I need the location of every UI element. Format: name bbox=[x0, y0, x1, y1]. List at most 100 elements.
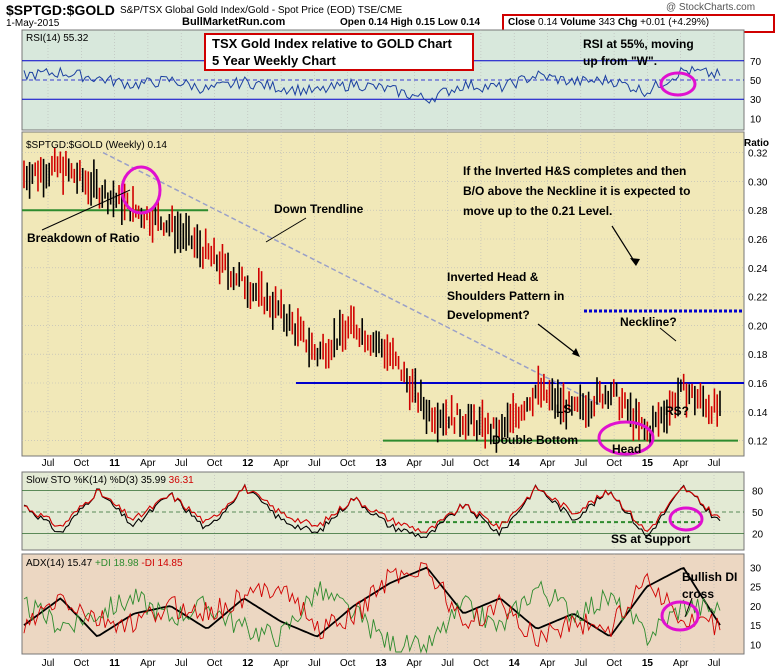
x-tick-label: Jul bbox=[708, 658, 721, 669]
symbol-description: S&P/TSX Global Gold Index/Gold - Spot Pr… bbox=[120, 5, 403, 16]
x-tick-label: Jul bbox=[708, 458, 721, 469]
minus-di-line bbox=[23, 562, 721, 648]
adx-line bbox=[23, 566, 721, 638]
price-label: $SPTGD:$GOLD (Weekly) 0.14 bbox=[26, 140, 167, 151]
x-tick-label: Jul bbox=[441, 658, 454, 669]
price-tick-label: 0.28 bbox=[748, 206, 768, 217]
price-tick-label: 0.12 bbox=[748, 437, 768, 448]
adx-label: ADX(14) 15.47 +DI 18.98 -DI 14.85 bbox=[26, 558, 183, 569]
x-tick-label: Oct bbox=[74, 458, 90, 469]
symbol-title: $SPTGD:$GOLD bbox=[6, 2, 115, 18]
x-tick-label: Jul bbox=[308, 658, 321, 669]
x-tick-label: Jul bbox=[42, 658, 55, 669]
ratio-axis-title: Ratio bbox=[744, 138, 769, 149]
plus-di-line bbox=[23, 580, 721, 654]
breakdown-note: Breakdown of Ratio bbox=[27, 231, 140, 245]
x-tick-label: 12 bbox=[242, 658, 254, 669]
adx-tick-label: 30 bbox=[750, 564, 762, 575]
x-tick-label: 11 bbox=[109, 458, 120, 469]
ss-support-label: SS at Support bbox=[611, 532, 691, 546]
x-tick-label: Apr bbox=[673, 458, 689, 469]
x-tick-label: Oct bbox=[473, 658, 489, 669]
x-tick-label: Apr bbox=[407, 458, 423, 469]
double-bottom-label: Double Bottom bbox=[492, 433, 578, 447]
rs-label: RS? bbox=[665, 404, 689, 418]
price-tick-label: 0.32 bbox=[748, 149, 768, 160]
close-label: Close bbox=[508, 17, 536, 28]
x-tick-label: Oct bbox=[606, 458, 622, 469]
ohl-values: Open 0.14 High 0.15 Low 0.14 bbox=[340, 17, 481, 28]
rsi-line bbox=[23, 65, 721, 104]
neckline-arrow-head bbox=[572, 348, 580, 357]
price-tick-label: 0.20 bbox=[748, 321, 768, 332]
bullish-di-label: Bullish DI cross bbox=[682, 570, 738, 601]
x-tick-label: 14 bbox=[509, 658, 521, 669]
target-note: If the Inverted H&S completes and then B… bbox=[463, 164, 691, 218]
x-tick-label: Apr bbox=[273, 658, 289, 669]
price-tick-label: 0.16 bbox=[748, 379, 768, 390]
ls-label: LS bbox=[556, 402, 572, 416]
down-trendline-note: Down Trendline bbox=[274, 202, 364, 216]
rsi-tick-label: 50 bbox=[750, 76, 762, 87]
breakdown-circle bbox=[120, 165, 162, 215]
x-tick-label: Jul bbox=[175, 658, 188, 669]
title-box: TSX Gold Index relative to GOLD Chart 5 … bbox=[204, 33, 474, 71]
x-tick-label: Oct bbox=[207, 658, 223, 669]
adx-tick-label: 20 bbox=[750, 602, 762, 613]
price-tick-label: 0.30 bbox=[748, 177, 768, 188]
adx-tick-label: 25 bbox=[750, 583, 762, 594]
x-tick-label: Oct bbox=[606, 658, 622, 669]
x-tick-label: Apr bbox=[673, 658, 689, 669]
x-tick-label: 15 bbox=[642, 458, 654, 469]
adx-tick-label: 10 bbox=[750, 640, 762, 651]
chg-label: Chg bbox=[617, 17, 638, 28]
x-tick-label: Oct bbox=[340, 458, 356, 469]
x-tick-label: Apr bbox=[273, 458, 289, 469]
rsi-tick-label: 10 bbox=[750, 114, 762, 125]
neckline-label-arrow bbox=[659, 327, 677, 342]
x-tick-label: 11 bbox=[109, 658, 120, 669]
chg-value: +0.01 (+4.29%) bbox=[640, 17, 710, 28]
x-tick-label: Oct bbox=[207, 458, 223, 469]
sto-tick-label: 20 bbox=[752, 530, 764, 541]
close-volume-text: Close 0.14 Volume 343 Chg +0.01 (+4.29%) bbox=[508, 17, 709, 28]
target-arrow-head bbox=[630, 258, 640, 266]
head-label: Head bbox=[612, 442, 642, 456]
x-tick-label: Jul bbox=[441, 458, 454, 469]
x-tick-label: Apr bbox=[540, 658, 556, 669]
x-tick-label: Oct bbox=[74, 658, 90, 669]
x-tick-label: 13 bbox=[375, 458, 387, 469]
title-line-1: TSX Gold Index relative to GOLD Chart bbox=[212, 36, 452, 51]
adx-tick-label: 15 bbox=[750, 621, 762, 632]
x-tick-label: Jul bbox=[175, 458, 188, 469]
series-lines bbox=[23, 65, 721, 654]
x-tick-label: Oct bbox=[340, 658, 356, 669]
di-cross-arrow bbox=[684, 597, 693, 618]
adx-panel bbox=[21, 553, 745, 655]
x-tick-label: Apr bbox=[140, 458, 156, 469]
trendline-arrow bbox=[265, 217, 307, 243]
x-tick-label: Jul bbox=[574, 458, 587, 469]
di-cross-circle bbox=[660, 600, 700, 632]
close-value: 0.14 bbox=[538, 17, 558, 28]
price-tick-label: 0.24 bbox=[748, 264, 768, 275]
stockcharts-watermark: @ StockCharts.com bbox=[666, 2, 756, 13]
x-axis-labels: Jul Jul Oct Oct 11 11 Apr Apr Jul Jul Oct Oct 12 12 Ap… bbox=[42, 458, 721, 669]
reference-lines bbox=[22, 60, 744, 534]
target-arrow bbox=[611, 225, 637, 265]
neckline-arrow bbox=[537, 323, 579, 356]
price-tick-label: 0.14 bbox=[748, 408, 768, 419]
x-tick-label: Oct bbox=[473, 458, 489, 469]
volume-label: Volume bbox=[560, 17, 596, 28]
inv-hs-note: Inverted Head & Shoulders Pattern in Dev… bbox=[447, 270, 565, 322]
price-tick-label: 0.26 bbox=[748, 235, 768, 246]
x-tick-label: 14 bbox=[509, 458, 521, 469]
x-tick-label: Apr bbox=[407, 658, 423, 669]
breakdown-arrow bbox=[41, 189, 131, 231]
axis-ticks: 0.32 0.30 0.28 0.26 0.24 0.22 0.20 0.18 0.16 0.14… bbox=[748, 57, 768, 652]
head-circle bbox=[597, 420, 655, 456]
rsi-note: RSI at 55%, moving up from "W". bbox=[583, 37, 694, 68]
x-tick-label: Apr bbox=[540, 458, 556, 469]
